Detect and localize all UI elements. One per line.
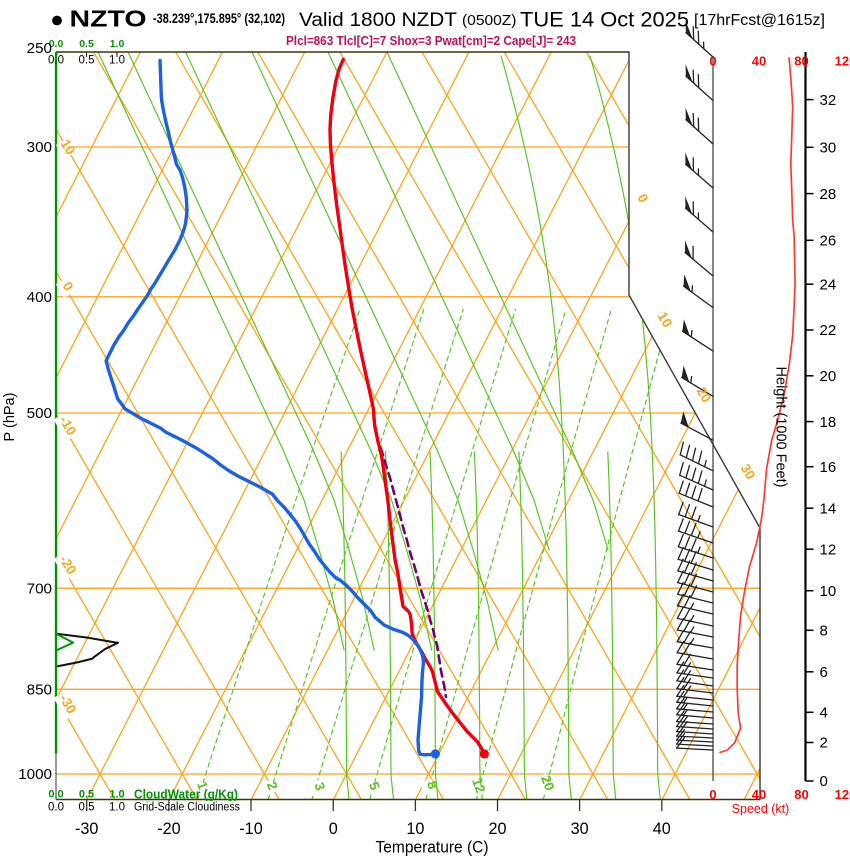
svg-text:10: 10 <box>406 820 424 838</box>
svg-text:8: 8 <box>820 623 828 640</box>
svg-text:-10: -10 <box>239 820 262 838</box>
svg-text:0.0: 0.0 <box>48 55 64 67</box>
svg-text:32: 32 <box>820 92 837 109</box>
svg-text:120: 120 <box>835 54 850 69</box>
svg-text:18: 18 <box>820 414 837 431</box>
svg-text:0.5: 0.5 <box>79 38 94 50</box>
svg-text:20: 20 <box>820 368 837 385</box>
svg-text:120: 120 <box>835 787 850 802</box>
svg-text:(0500Z): (0500Z) <box>462 13 517 29</box>
svg-text:30: 30 <box>738 461 759 482</box>
svg-text:80: 80 <box>794 54 808 69</box>
svg-text:1.0: 1.0 <box>109 55 125 67</box>
svg-text:20: 20 <box>694 384 715 405</box>
svg-text:1.0: 1.0 <box>109 789 124 801</box>
svg-text:0: 0 <box>709 54 716 69</box>
svg-text:850: 850 <box>27 682 52 699</box>
svg-text:-30: -30 <box>75 820 98 838</box>
svg-text:28: 28 <box>820 186 837 203</box>
svg-text:4: 4 <box>820 705 828 722</box>
svg-text:10: 10 <box>655 309 676 330</box>
svg-text:Speed (kt): Speed (kt) <box>732 802 790 816</box>
svg-text:1.0: 1.0 <box>110 38 125 50</box>
svg-text:CloudWater (g/Kg): CloudWater (g/Kg) <box>134 787 238 802</box>
svg-text:0.5: 0.5 <box>79 55 95 67</box>
svg-text:0.0: 0.0 <box>49 38 64 50</box>
svg-text:0: 0 <box>329 820 338 838</box>
svg-text:12: 12 <box>820 541 837 558</box>
svg-text:24: 24 <box>820 276 837 293</box>
svg-text:40: 40 <box>752 787 766 802</box>
svg-text:16: 16 <box>820 459 837 476</box>
svg-text:250: 250 <box>27 40 52 57</box>
svg-text:1.0: 1.0 <box>109 802 125 814</box>
svg-text:Plcl=863 Tlcl[C]=7 Shox=3 Pwat: Plcl=863 Tlcl[C]=7 Shox=3 Pwat[cm]=2 Cap… <box>286 33 576 48</box>
svg-text:700: 700 <box>27 580 52 597</box>
svg-text:6: 6 <box>820 664 828 681</box>
svg-text:2: 2 <box>820 735 828 752</box>
svg-text:Valid 1800 NZDT: Valid 1800 NZDT <box>299 9 457 31</box>
svg-text:30: 30 <box>820 140 837 157</box>
svg-text:Temperature (C): Temperature (C) <box>376 837 489 856</box>
svg-text:1000: 1000 <box>18 766 52 783</box>
svg-text:300: 300 <box>27 139 52 156</box>
svg-text:NZTO: NZTO <box>70 6 147 32</box>
svg-text:10: 10 <box>820 583 837 600</box>
svg-text:P (hPa): P (hPa) <box>2 393 18 442</box>
svg-text:26: 26 <box>820 233 837 250</box>
svg-text:40: 40 <box>752 54 766 69</box>
svg-text:40: 40 <box>653 820 671 838</box>
svg-text:0: 0 <box>820 773 828 790</box>
svg-text:80: 80 <box>794 787 808 802</box>
svg-text:10: 10 <box>58 137 79 158</box>
svg-text:0.0: 0.0 <box>48 789 63 801</box>
svg-text:-38.239°,175.895° (32,102): -38.239°,175.895° (32,102) <box>153 11 285 26</box>
svg-text:0.0: 0.0 <box>48 802 64 814</box>
svg-text:500: 500 <box>27 405 52 422</box>
svg-text:20: 20 <box>538 773 557 792</box>
svg-text:400: 400 <box>27 289 52 306</box>
svg-text:12: 12 <box>469 776 488 795</box>
svg-text:30: 30 <box>571 820 589 838</box>
svg-text:0.5: 0.5 <box>79 789 94 801</box>
svg-text:0: 0 <box>709 787 716 802</box>
svg-text:Height (1000 Feet): Height (1000 Feet) <box>773 367 789 488</box>
svg-text:Grid-Scale Cloudiness: Grid-Scale Cloudiness <box>134 802 240 814</box>
svg-text:-20: -20 <box>157 820 180 838</box>
svg-text:TUE 14 Oct 2025: TUE 14 Oct 2025 <box>520 8 689 32</box>
svg-text:0.5: 0.5 <box>79 802 95 814</box>
svg-text:22: 22 <box>820 322 837 339</box>
svg-text:14: 14 <box>820 500 837 517</box>
svg-text:[17hrFcst@1615z]: [17hrFcst@1615z] <box>694 12 825 29</box>
svg-text:20: 20 <box>488 820 506 838</box>
